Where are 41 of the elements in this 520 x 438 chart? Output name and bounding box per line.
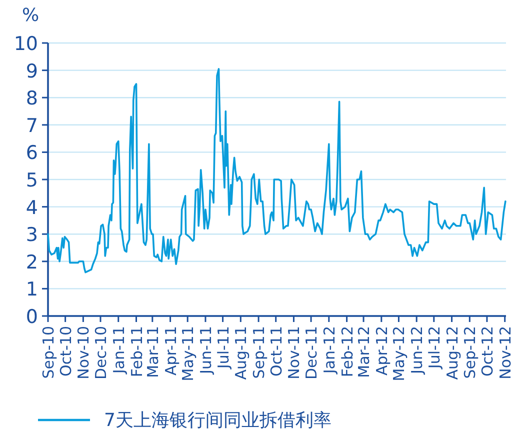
x-tick-label: Jun-12	[408, 326, 426, 375]
y-tick-label: 8	[26, 88, 38, 110]
x-tick-label: Oct-10	[56, 326, 75, 376]
x-tick-label: Aug-12	[443, 326, 462, 380]
x-tick-label: Nov-11	[285, 326, 304, 380]
x-tick-label: Jan-11	[110, 326, 128, 375]
y-axis-title: %	[22, 5, 40, 26]
x-tick-label: Sep-12	[461, 326, 480, 379]
x-tick-label: Oct-11	[267, 326, 286, 376]
y-tick-label: 0	[26, 306, 38, 328]
x-tick-label: Jan-12	[320, 326, 338, 375]
y-tick-label: 7	[26, 114, 38, 137]
x-tick-label: Dec-10	[92, 326, 110, 380]
x-tick-label: May-12	[390, 326, 408, 382]
y-tick-label: 5	[26, 170, 38, 192]
y-tick-label: 10	[14, 33, 38, 55]
y-tick-label: 9	[26, 60, 38, 82]
legend: 7天上海银行间同业拆借利率	[38, 410, 332, 431]
x-tick-label: Nov-12	[496, 326, 514, 380]
x-tick-label: Feb-12	[338, 326, 356, 378]
x-tick-label: Feb-11	[128, 326, 146, 378]
y-tick-label: 2	[26, 251, 38, 274]
legend-label: 7天上海银行间同业拆借利率	[104, 410, 332, 431]
x-tick-label: Sep-10	[40, 326, 58, 379]
x-tick-label: Oct-12	[478, 326, 496, 376]
x-tick-label: Aug-11	[232, 326, 250, 380]
y-tick-label: 1	[26, 278, 38, 301]
x-tick-label: Jun-11	[196, 326, 215, 375]
x-tick-label: Apr-12	[372, 326, 391, 376]
x-tick-label: Dec-11	[302, 326, 321, 380]
x-tick-label: Apr-11	[162, 326, 180, 376]
y-tick-label: 4	[26, 196, 38, 219]
x-tick-label: Nov-10	[74, 326, 93, 380]
x-tick-label: Mar-12	[355, 326, 374, 378]
x-tick-label: Jul-11	[214, 326, 232, 370]
x-tick-label: May-11	[179, 326, 198, 382]
x-tick-label: Mar-11	[144, 326, 162, 378]
x-tick-label: Jul-12	[425, 326, 444, 370]
x-tick-label: Sep-11	[250, 326, 268, 379]
y-tick-label: 6	[26, 142, 38, 164]
y-tick-label: 3	[26, 224, 38, 246]
